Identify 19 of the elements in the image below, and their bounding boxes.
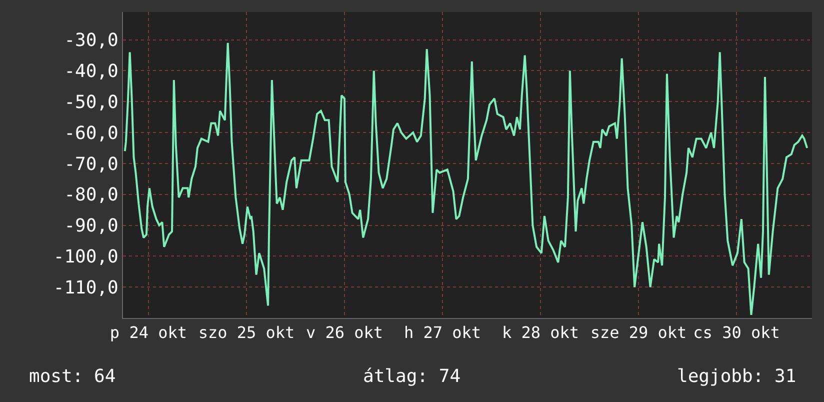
- y-tick-label: -90,0: [64, 216, 118, 237]
- x-tick-label: szo 25 okt: [198, 323, 295, 342]
- text: átlag: 74: [363, 366, 461, 387]
- x-tick-label: h 27 okt: [404, 323, 482, 342]
- y-tick-label: -60,0: [64, 122, 118, 144]
- x-tick-label: p 24 okt: [110, 323, 187, 342]
- y-tick-label: -100,0: [53, 246, 118, 268]
- y-tick-label: -80,0: [64, 184, 118, 206]
- text: legjobb: 31: [677, 366, 796, 387]
- y-tick-label: -70,0: [64, 154, 118, 175]
- x-tick-label: k 28 okt: [502, 323, 580, 342]
- text: most: 64: [29, 366, 116, 387]
- y-tick-label: -40,0: [64, 61, 118, 82]
- x-tick-label: cs 30 okt: [693, 323, 780, 342]
- x-tick-label: v 26 okt: [306, 323, 384, 342]
- y-tick-label: -50,0: [64, 92, 118, 113]
- x-tick-label: sze 29 okt: [590, 323, 687, 342]
- y-tick-label: -30,0: [64, 30, 118, 52]
- y-tick-label: -110,0: [53, 277, 118, 298]
